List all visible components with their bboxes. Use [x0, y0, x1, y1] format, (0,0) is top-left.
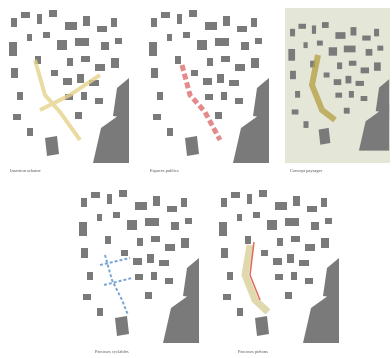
caption: Parcours cyclables [95, 349, 129, 354]
caption: Espaces publics [150, 168, 179, 173]
figure: Insertion urbaine Espaces publics Concep… [0, 0, 392, 358]
overlay-public [182, 65, 220, 140]
caption: Insertion urbaine [10, 168, 41, 173]
map-panel [219, 190, 339, 343]
map-panel [9, 10, 129, 163]
map-panel [149, 10, 269, 163]
caption: Parcours piétons [238, 349, 268, 354]
map-panel [79, 190, 199, 343]
overlay-cycle [100, 255, 132, 315]
caption: Concept paysager [290, 168, 323, 173]
